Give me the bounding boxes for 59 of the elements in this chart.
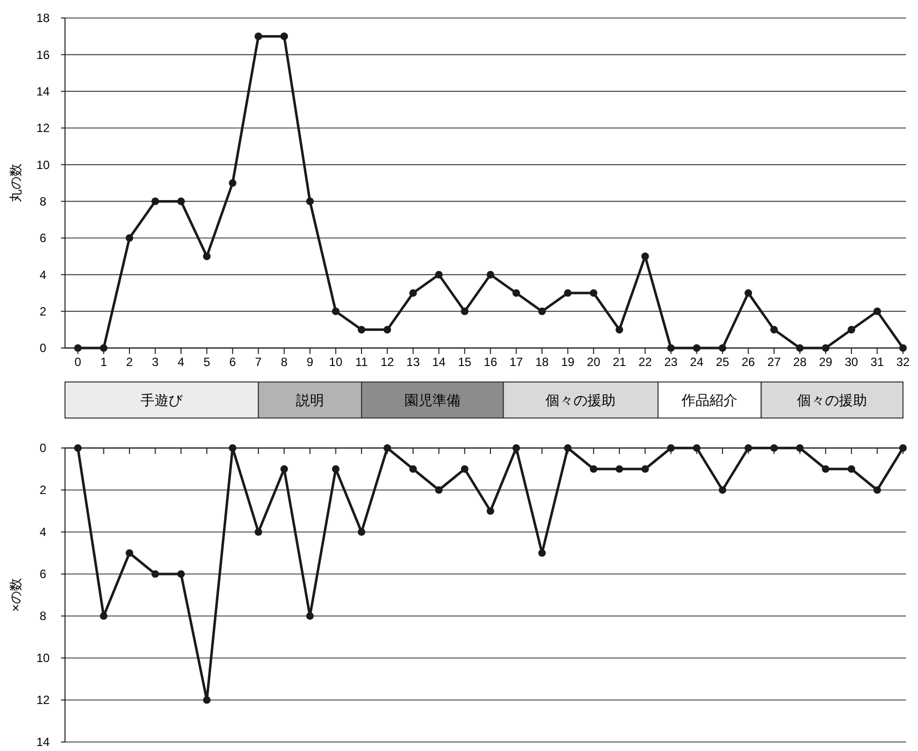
x-tick-label: 9 [306, 355, 314, 369]
y-axis-title: 丸の数 [8, 164, 23, 202]
x-tick-label: 20 [586, 355, 601, 369]
y-tick-label: 10 [36, 158, 50, 172]
series-label: 個々の援助 [546, 392, 616, 408]
x-tick-label: 15 [458, 355, 472, 369]
x-tick-label: 32 [896, 355, 910, 369]
x-tick-label: 19 [561, 355, 575, 369]
x-tick-label: 1 [100, 355, 108, 369]
y-tick-label: 6 [40, 231, 47, 246]
y-tick-label: 0 [40, 441, 47, 456]
y-tick-label: 4 [40, 525, 47, 540]
y-tick-label: 8 [40, 194, 47, 209]
y-tick-label: 14 [36, 84, 50, 99]
x-tick-label: 8 [280, 355, 288, 369]
x-tick-label: 28 [793, 355, 807, 369]
y-tick-label: 16 [36, 48, 50, 62]
x-tick-label: 4 [178, 355, 185, 369]
y-tick-label: 12 [36, 693, 50, 708]
x-tick-label: 7 [255, 355, 262, 369]
x-tick-label: 31 [870, 355, 884, 369]
x-tick-label: 30 [844, 355, 858, 369]
series-label: 手遊び [140, 392, 184, 408]
y-tick-label: 0 [40, 341, 47, 356]
x-tick-label: 0 [74, 355, 82, 369]
y-tick-label: 10 [36, 651, 50, 666]
series-label: 作品紹介 [680, 392, 738, 408]
x-tick-label: 24 [690, 355, 704, 369]
x-tick-label: 10 [329, 355, 343, 369]
y-tick-label: 14 [36, 735, 50, 750]
x-tick-label: 16 [484, 355, 498, 369]
x-tick-label: 26 [742, 355, 756, 369]
x-tick-label: 3 [152, 355, 159, 369]
x-tick-label: 25 [716, 355, 730, 369]
x-tick-label: 5 [203, 355, 210, 369]
y-tick-label: 4 [40, 268, 47, 282]
x-tick-label: 23 [664, 355, 678, 369]
x-tick-label: 13 [406, 355, 420, 369]
y-tick-label: 12 [36, 121, 50, 136]
y-tick-label: 8 [40, 609, 47, 624]
x-tick-label: 2 [126, 355, 134, 369]
x-tick-label: 14 [432, 355, 446, 369]
x-tick-label: 6 [229, 355, 236, 369]
series-label: 個々の援助 [797, 392, 868, 408]
y-axis-title: ×の数 [8, 578, 23, 612]
series-label: 説明 [296, 392, 324, 408]
x-tick-label: 29 [818, 355, 833, 369]
x-tick-label: 11 [355, 355, 368, 369]
x-tick-label: 12 [380, 355, 394, 369]
x-tick-label: 18 [535, 355, 550, 369]
x-tick-label: 22 [638, 355, 652, 369]
x-tick-label: 17 [510, 355, 524, 369]
y-tick-label: 6 [40, 567, 47, 582]
y-tick-label: 18 [36, 11, 50, 26]
x-tick-label: 27 [767, 355, 782, 369]
y-tick-label: 2 [40, 304, 47, 319]
x-tick-label: 21 [612, 355, 626, 369]
y-tick-label: 2 [40, 483, 47, 498]
series-label: 園児準備 [404, 392, 460, 408]
